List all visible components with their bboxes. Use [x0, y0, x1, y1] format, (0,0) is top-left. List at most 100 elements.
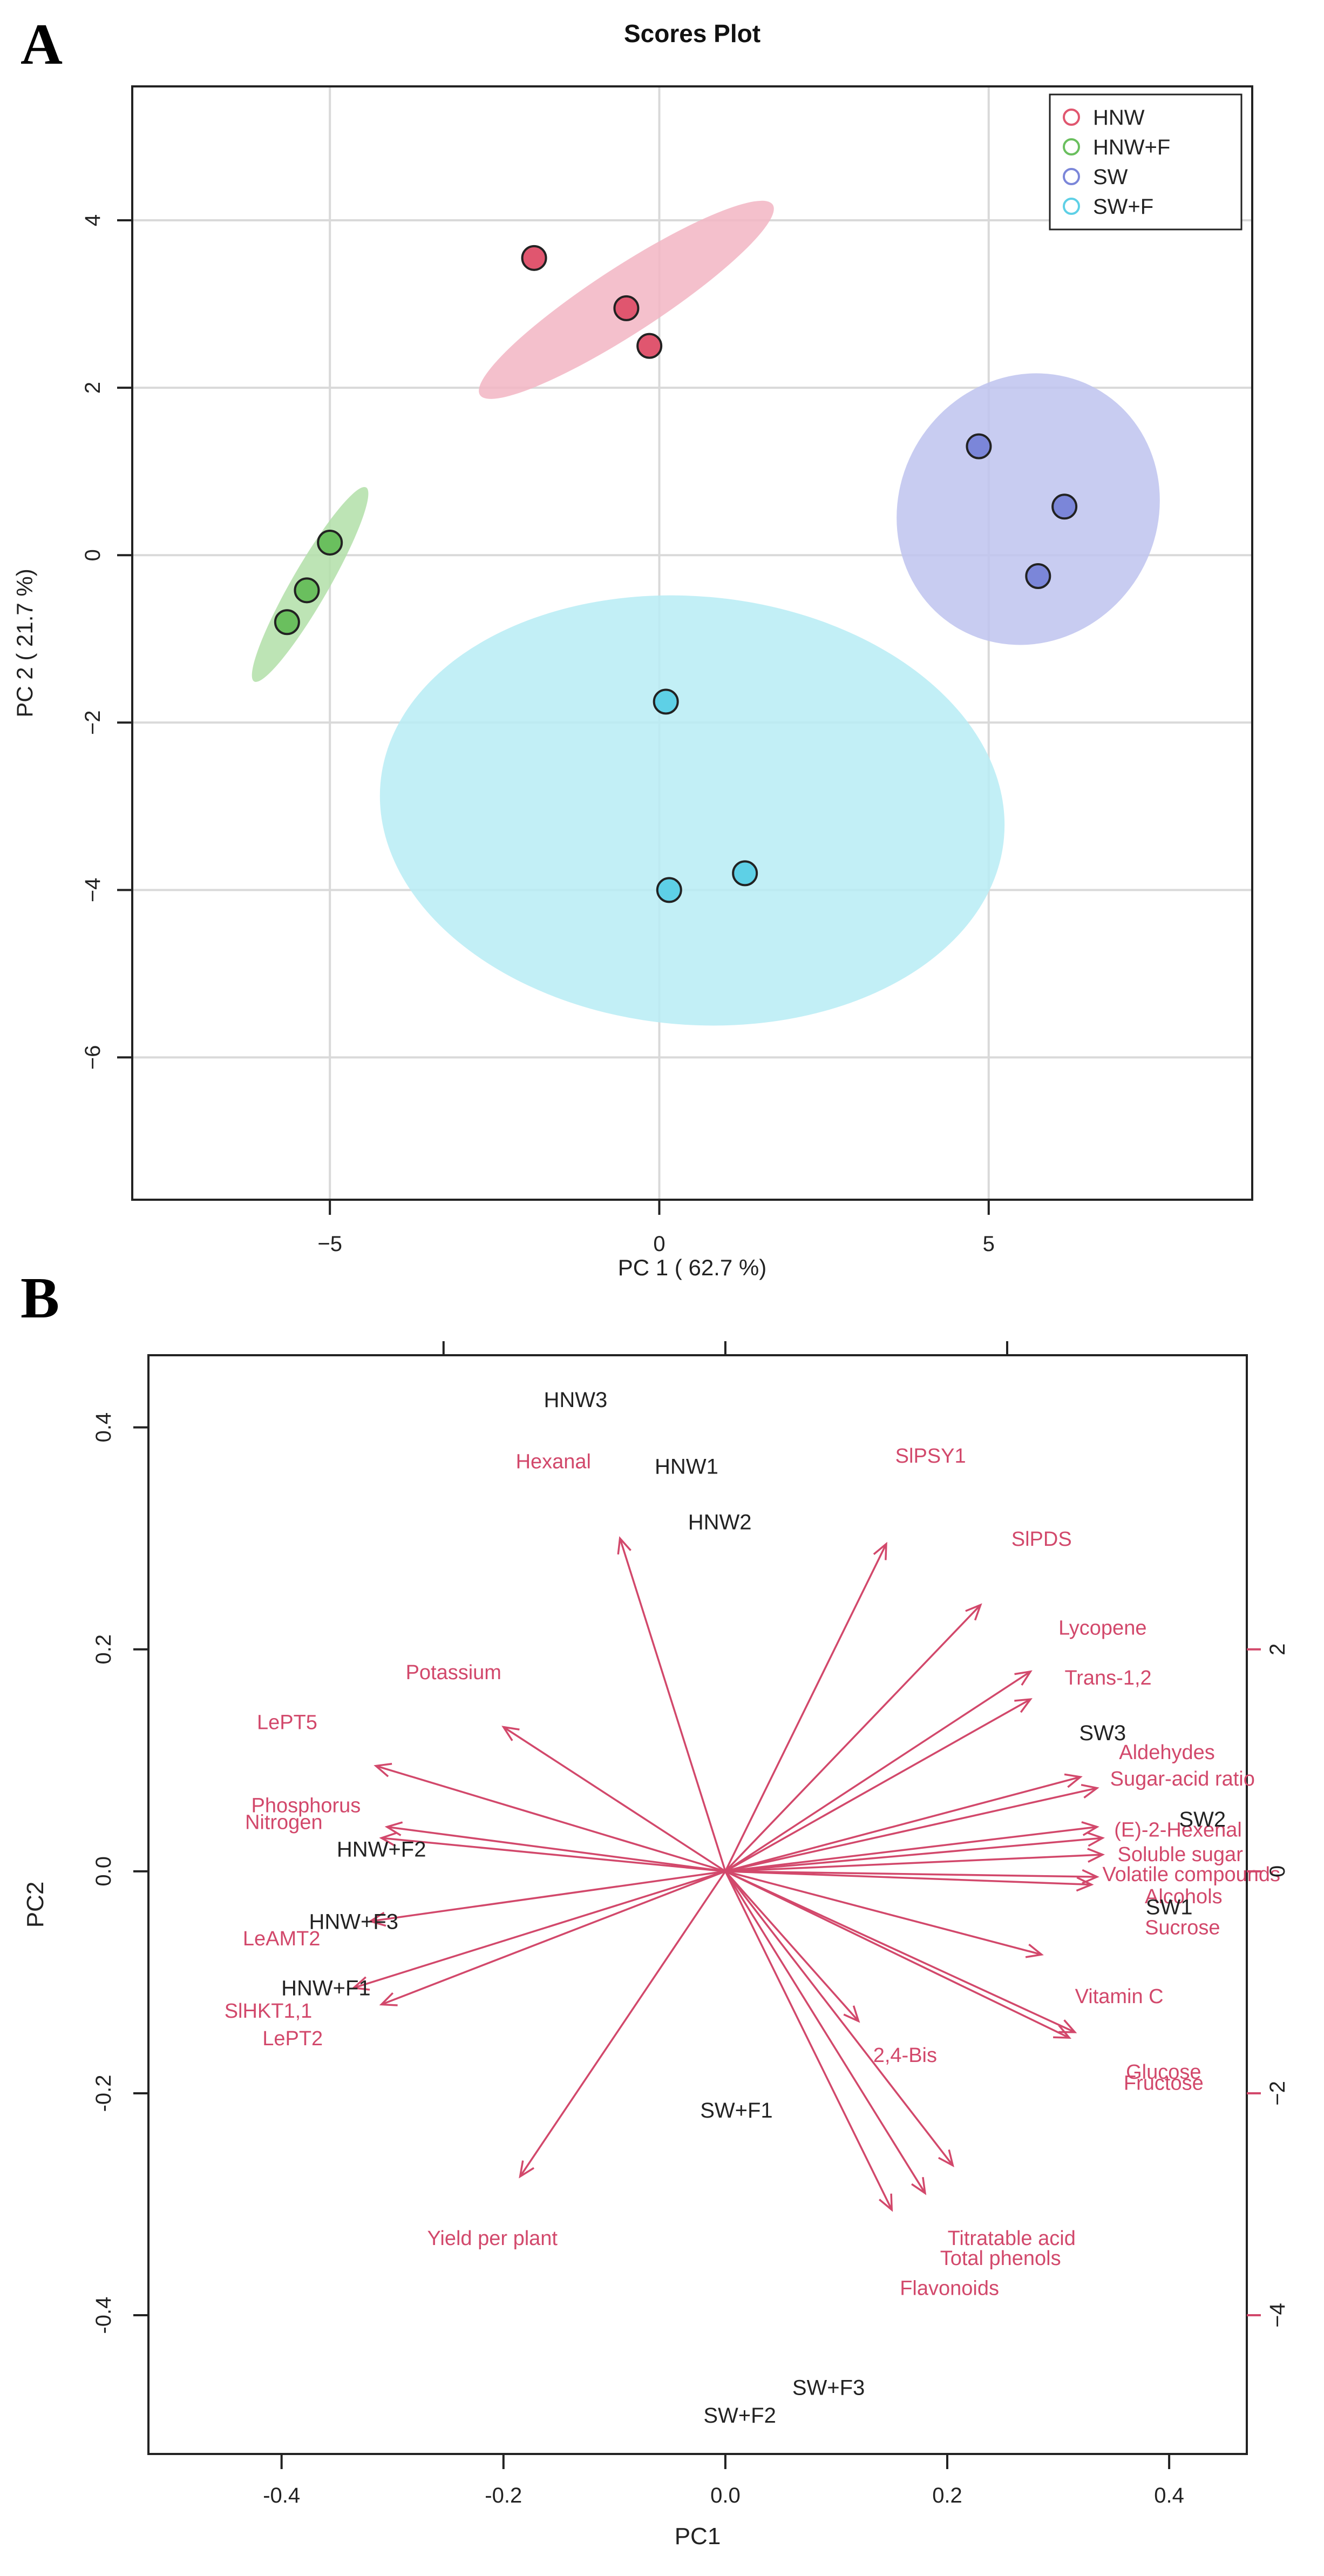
loading-label-15: Fructose — [1124, 2072, 1204, 2094]
loading-arrow-10 — [725, 1854, 1103, 1872]
loading-label-18: Total phenols — [940, 2247, 1061, 2270]
loading-arrow-18 — [724, 1870, 926, 2194]
loading-label-27: LePT2 — [262, 2027, 323, 2050]
loading-label-7: Sugar-acid ratio — [1110, 1768, 1255, 1790]
b-y-tick-label-2: 0.0 — [92, 1856, 116, 1887]
loading-arrowhead-26 — [351, 1976, 370, 1991]
b-right-tick-label-2: −2 — [1266, 2081, 1289, 2106]
loading-arrow-26 — [353, 1870, 726, 1989]
loading-label-20: Yield per plant — [427, 2227, 558, 2250]
sample-label-4: SW3 — [1079, 1721, 1126, 1745]
loading-arrowhead-10 — [1087, 1848, 1105, 1863]
chart-title: Scores Plot — [624, 19, 761, 48]
y-tick-label-1: 2 — [81, 382, 105, 394]
loading-arrow-11 — [725, 1870, 1097, 1878]
loading-arrowhead-27 — [379, 1992, 398, 2006]
loading-label-23: Phosphorus — [251, 1795, 361, 1817]
loading-label-22: LePT5 — [257, 1711, 317, 1734]
point-sw-f-1 — [653, 688, 679, 715]
loading-arrow-25 — [370, 1870, 726, 1923]
b-y-axis-title: PC2 — [22, 1882, 49, 1928]
loading-arrow-8 — [725, 1825, 1097, 1872]
b-x-axis-title: PC1 — [675, 2523, 721, 2550]
loading-arrow-15 — [725, 1870, 1070, 2039]
b-x-tick-label-1: -0.2 — [485, 2484, 522, 2507]
b-x-tick-label-3: 0.2 — [932, 2484, 962, 2507]
loading-label-17: Titratable acid — [948, 2227, 1076, 2250]
loading-arrow-1 — [619, 1538, 726, 1872]
plot-frame-b — [147, 1354, 1248, 2455]
y-tick-label-0: 4 — [81, 214, 105, 226]
loading-label-26: SlHKT1,1 — [225, 2000, 313, 2023]
loading-arrow-13 — [725, 1870, 1042, 1956]
loading-label-12: Sucrose — [1145, 1917, 1220, 1939]
loading-arrow-3 — [724, 1604, 981, 1872]
loading-label-8: (E)-2-Hexenal — [1114, 1819, 1242, 1842]
loading-arrow-5 — [725, 1698, 1031, 1872]
point-sw-2 — [1051, 493, 1078, 520]
loading-label-24: Nitrogen — [245, 1811, 323, 1834]
loading-arrow-4 — [724, 1671, 1031, 1872]
legend-box — [1049, 93, 1242, 231]
loading-label-5: Trans-1,2 — [1064, 1667, 1151, 1689]
loading-arrowhead-20 — [519, 2160, 534, 2179]
panel-label-b: B — [21, 1266, 59, 1330]
y-tick-label-5: −6 — [81, 1045, 105, 1070]
ellipse-sw — [897, 373, 1160, 645]
loading-arrowhead-12 — [1076, 1876, 1094, 1892]
b-right-tick-label-3: −4 — [1266, 2303, 1289, 2328]
loading-arrow-6 — [725, 1776, 1081, 1872]
sample-label-7: HNW+F2 — [337, 1838, 426, 1862]
loading-arrow-21 — [503, 1726, 726, 1872]
loading-arrowhead-18 — [911, 2176, 927, 2195]
loading-arrowhead-1 — [617, 1536, 632, 1555]
loading-arrowhead-3 — [965, 1603, 982, 1621]
b-right-tick-label-1: 0 — [1266, 1865, 1289, 1877]
x-tick-label-0: −5 — [317, 1232, 342, 1256]
b-y-tick-label-3: -0.2 — [92, 2074, 116, 2112]
y-axis-title: PC 2 ( 21.7 %) — [12, 569, 37, 717]
loading-arrow-23 — [386, 1825, 726, 1872]
loading-arrow-14 — [725, 1870, 1076, 2033]
legend-label-3: SW — [1093, 165, 1128, 189]
loading-arrowhead-16 — [843, 2005, 860, 2023]
loading-arrowhead-19 — [879, 2193, 893, 2212]
point-sw-1 — [966, 433, 992, 459]
b-x-tick-label-4: 0.4 — [1154, 2484, 1184, 2507]
point-hnw-f-1 — [317, 529, 343, 556]
legend-marker-4 — [1063, 198, 1080, 215]
loading-arrowhead-6 — [1064, 1773, 1083, 1788]
loading-label-25: LeAMT2 — [243, 1928, 321, 1950]
legend-label-1: HNW — [1093, 106, 1145, 130]
sample-label-6: SW1 — [1146, 1896, 1193, 1919]
x-tick-label-1: 0 — [653, 1232, 665, 1256]
point-hnw-1 — [521, 245, 547, 271]
sample-label-3: HNW2 — [688, 1510, 752, 1534]
scores-plot: −5 0 5 4 2 0 −2 −4 −6 Scores Plot PC 1 ( 62.7 %) PC… — [12, 19, 1253, 1280]
plot-frame — [131, 85, 1253, 1201]
loading-label-14: Glucose — [1126, 2061, 1201, 2084]
loading-arrowhead-7 — [1081, 1783, 1099, 1799]
loading-label-11: Alcohols — [1145, 1885, 1223, 1908]
loading-arrowhead-5 — [1014, 1698, 1033, 1713]
point-hnw-2 — [613, 295, 640, 321]
sample-label-8: HNW+F3 — [309, 1910, 398, 1933]
loading-arrowhead-25 — [368, 1911, 386, 1927]
b-x-tick-label-2: 0.0 — [710, 2484, 741, 2507]
sample-label-1: HNW3 — [544, 1388, 607, 1412]
point-sw-3 — [1025, 563, 1051, 589]
legend-marker-1 — [1063, 109, 1080, 126]
loading-arrowhead-2 — [873, 1541, 887, 1560]
loading-arrowhead-13 — [1025, 1943, 1044, 1958]
point-hnw-f-3 — [274, 609, 300, 635]
loading-arrow-7 — [725, 1787, 1097, 1872]
loading-arrow-22 — [375, 1764, 726, 1872]
loading-label-13: Vitamin C — [1075, 1985, 1164, 2008]
y-tick-label-2: 0 — [81, 549, 105, 561]
loading-arrow-20 — [519, 1870, 726, 2178]
legend-label-4: SW+F — [1093, 195, 1153, 219]
b-y-tick-label-0: 0.4 — [92, 1412, 116, 1443]
loading-arrow-9 — [725, 1837, 1103, 1872]
loading-arrowhead-17 — [938, 2149, 954, 2167]
loading-arrow-16 — [724, 1870, 859, 2022]
